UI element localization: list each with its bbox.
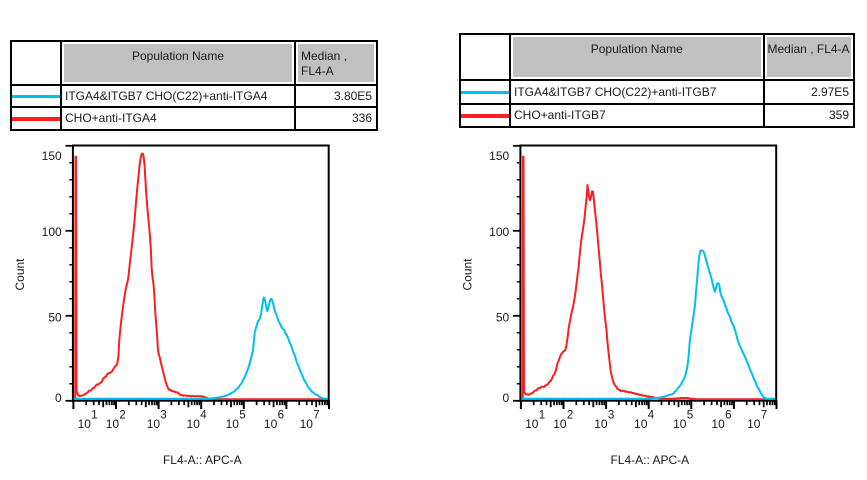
svg-text:10: 10	[264, 417, 278, 431]
svg-text:10: 10	[553, 417, 567, 431]
svg-text:10: 10	[226, 417, 240, 431]
svg-text:7: 7	[313, 410, 319, 422]
svg-text:3: 3	[160, 410, 166, 422]
svg-text:10: 10	[747, 417, 761, 431]
svg-text:10: 10	[634, 417, 648, 431]
svg-text:5: 5	[687, 410, 693, 422]
svg-text:10: 10	[594, 417, 608, 431]
svg-text:3: 3	[608, 410, 614, 422]
svg-text:100: 100	[42, 225, 62, 239]
svg-text:0: 0	[55, 391, 62, 405]
svg-text:10: 10	[673, 417, 687, 431]
svg-text:2: 2	[119, 410, 125, 422]
svg-text:6: 6	[278, 410, 284, 422]
svg-text:FL4-A:: APC-A: FL4-A:: APC-A	[163, 453, 242, 467]
svg-text:10: 10	[78, 417, 92, 431]
svg-text:50: 50	[48, 310, 62, 324]
svg-text:50: 50	[496, 310, 510, 324]
svg-text:Count: Count	[13, 258, 27, 291]
svg-text:10: 10	[187, 417, 201, 431]
svg-text:150: 150	[42, 149, 62, 163]
svg-text:100: 100	[489, 225, 509, 239]
svg-text:FL4-A:: APC-A: FL4-A:: APC-A	[610, 453, 689, 467]
svg-text:7: 7	[761, 410, 767, 422]
svg-text:10: 10	[106, 417, 120, 431]
svg-text:10: 10	[300, 417, 314, 431]
svg-text:1: 1	[539, 410, 545, 422]
svg-text:2: 2	[567, 410, 573, 422]
svg-text:10: 10	[525, 417, 539, 431]
svg-text:0: 0	[503, 391, 510, 405]
svg-text:Count: Count	[461, 258, 475, 291]
svg-text:10: 10	[711, 417, 725, 431]
svg-text:5: 5	[239, 410, 245, 422]
svg-text:10: 10	[147, 417, 161, 431]
svg-text:4: 4	[648, 410, 655, 422]
svg-text:6: 6	[725, 410, 731, 422]
svg-text:4: 4	[200, 410, 207, 422]
svg-text:150: 150	[489, 149, 509, 163]
svg-text:1: 1	[91, 410, 97, 422]
